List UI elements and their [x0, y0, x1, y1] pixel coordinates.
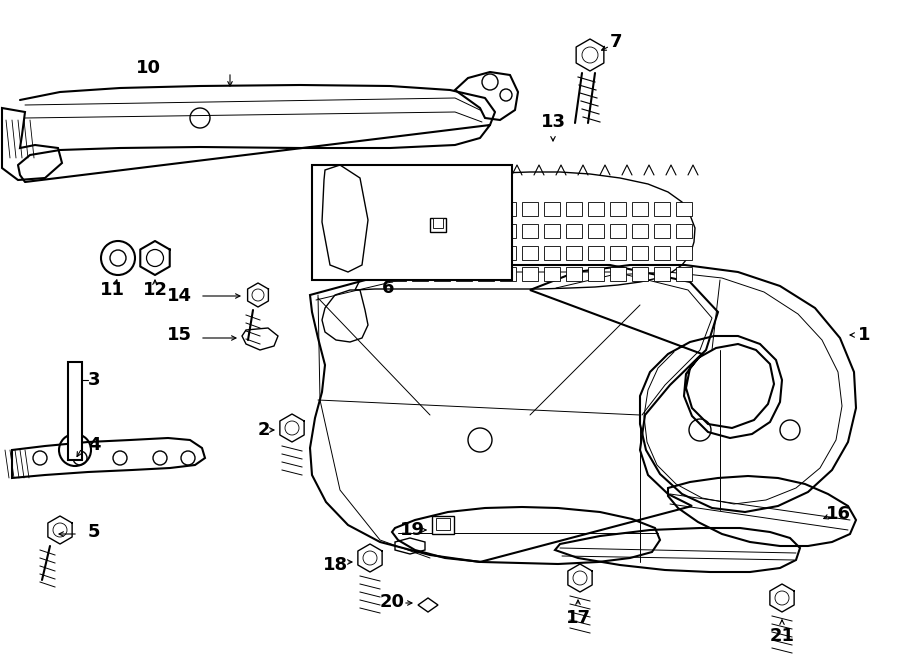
Bar: [522, 246, 538, 260]
Bar: [654, 246, 670, 260]
Text: 4: 4: [88, 436, 101, 454]
Bar: [676, 246, 692, 260]
Bar: [412, 246, 428, 260]
Bar: [566, 224, 582, 238]
Bar: [654, 202, 670, 216]
Bar: [654, 267, 670, 281]
Bar: [588, 267, 604, 281]
Bar: [500, 246, 516, 260]
Text: 5: 5: [88, 523, 101, 541]
Bar: [312, 165, 512, 280]
Bar: [456, 246, 472, 260]
Bar: [632, 224, 648, 238]
Bar: [390, 224, 406, 238]
Text: 2: 2: [257, 421, 270, 439]
Text: 19: 19: [400, 521, 425, 539]
Bar: [566, 246, 582, 260]
Bar: [632, 267, 648, 281]
Bar: [434, 246, 450, 260]
Bar: [522, 267, 538, 281]
Bar: [436, 518, 450, 530]
Bar: [390, 267, 406, 281]
Bar: [632, 246, 648, 260]
Text: 12: 12: [142, 281, 167, 299]
Bar: [544, 267, 560, 281]
Text: 20: 20: [380, 593, 405, 611]
Bar: [500, 202, 516, 216]
Bar: [434, 224, 450, 238]
Text: 13: 13: [541, 113, 565, 131]
Bar: [390, 246, 406, 260]
Text: 17: 17: [565, 609, 590, 627]
Bar: [456, 202, 472, 216]
Bar: [610, 202, 626, 216]
Bar: [390, 202, 406, 216]
Bar: [588, 246, 604, 260]
Bar: [412, 267, 428, 281]
Bar: [478, 202, 494, 216]
Text: 1: 1: [858, 326, 870, 344]
Text: 3: 3: [88, 371, 101, 389]
Bar: [434, 202, 450, 216]
Bar: [456, 224, 472, 238]
Bar: [676, 267, 692, 281]
Bar: [522, 202, 538, 216]
Bar: [433, 218, 443, 228]
Bar: [610, 224, 626, 238]
Text: 8: 8: [480, 183, 491, 201]
Text: 18: 18: [323, 556, 348, 574]
Text: 11: 11: [100, 281, 124, 299]
Bar: [632, 202, 648, 216]
Bar: [654, 224, 670, 238]
Bar: [500, 267, 516, 281]
Bar: [456, 267, 472, 281]
Bar: [412, 202, 428, 216]
Text: 6: 6: [382, 279, 394, 297]
Bar: [588, 224, 604, 238]
Bar: [676, 224, 692, 238]
Bar: [544, 224, 560, 238]
Text: 9: 9: [480, 219, 491, 237]
Bar: [430, 218, 446, 232]
Bar: [566, 267, 582, 281]
Text: 21: 21: [770, 627, 795, 645]
Bar: [588, 202, 604, 216]
Bar: [566, 202, 582, 216]
Bar: [676, 202, 692, 216]
Bar: [478, 246, 494, 260]
Text: 16: 16: [826, 505, 851, 523]
Bar: [610, 246, 626, 260]
Bar: [68, 362, 82, 460]
Bar: [478, 267, 494, 281]
Bar: [522, 224, 538, 238]
Text: 10: 10: [136, 59, 160, 77]
Bar: [544, 202, 560, 216]
Text: 7: 7: [610, 33, 622, 51]
Bar: [412, 224, 428, 238]
Bar: [610, 267, 626, 281]
Bar: [434, 267, 450, 281]
Bar: [500, 224, 516, 238]
Bar: [544, 246, 560, 260]
Text: 15: 15: [167, 326, 192, 344]
Text: 14: 14: [167, 287, 192, 305]
Bar: [432, 516, 454, 534]
Bar: [478, 224, 494, 238]
